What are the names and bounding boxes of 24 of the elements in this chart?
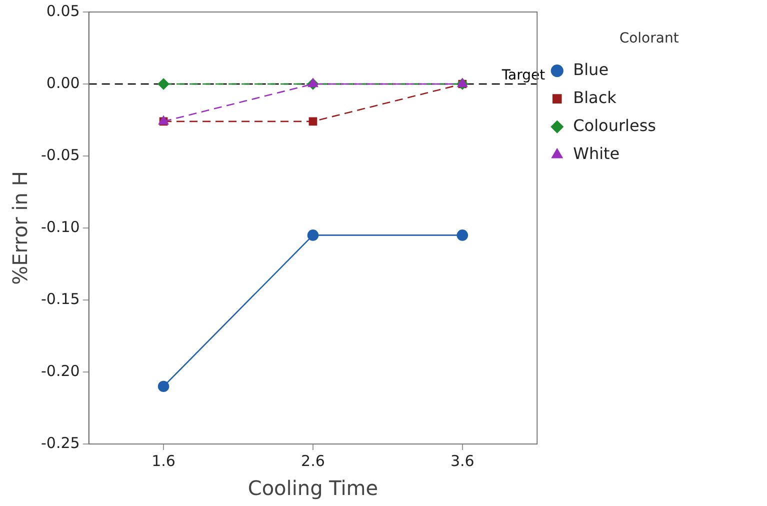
ref-line-label: Target [500, 68, 546, 84]
y-axis-title: %Error in H [8, 171, 32, 285]
x-tick-label: 3.6 [450, 452, 474, 470]
x-axis-title: Cooling Time [248, 476, 378, 500]
point [158, 380, 170, 392]
point [308, 78, 318, 88]
y-tick-label: -0.25 [41, 434, 80, 452]
y-tick-label: -0.10 [41, 218, 80, 236]
y-tick-label: -0.20 [41, 362, 80, 380]
legend-label: Blue [573, 60, 609, 79]
legend-label: Colourless [573, 116, 656, 135]
point [158, 78, 170, 90]
x-tick-label: 1.6 [152, 452, 176, 470]
y-tick-label: 0.00 [46, 74, 80, 92]
y-tick-label: 0.05 [46, 2, 80, 20]
legend-label: White [573, 144, 620, 163]
point [456, 230, 468, 241]
point [308, 117, 318, 126]
legend-label: Black [573, 88, 618, 107]
legend-title: Colorant [619, 30, 680, 47]
y-tick-label: -0.05 [41, 146, 80, 164]
x-tick-label: 2.6 [301, 452, 325, 470]
y-tick-label: -0.15 [41, 290, 80, 308]
point [307, 230, 319, 241]
